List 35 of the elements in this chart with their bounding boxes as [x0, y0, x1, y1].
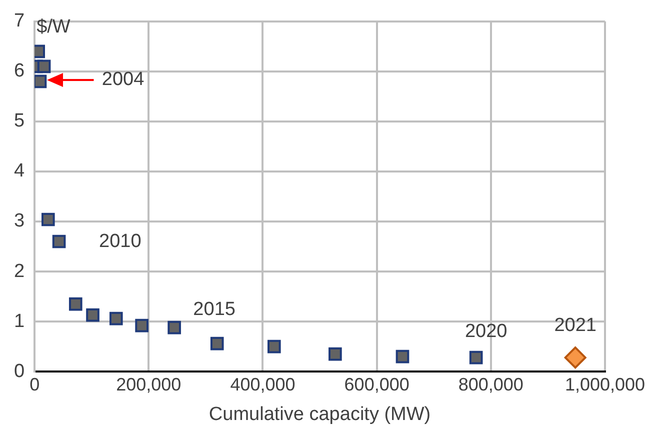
- x-tick-label: 800,000: [458, 374, 524, 394]
- point: [52, 234, 66, 248]
- x-axis-title: Cumulative capacity (MW): [208, 404, 431, 425]
- annotation: 2021: [554, 314, 596, 336]
- y-tick-label: 4: [14, 160, 25, 182]
- y-tick-label: 6: [14, 60, 25, 82]
- point: [564, 346, 586, 369]
- point: [210, 336, 224, 350]
- point: [328, 347, 342, 361]
- x-tick-label: 0: [30, 374, 40, 394]
- point: [135, 318, 148, 332]
- y-tick-label: 3: [14, 210, 25, 232]
- point: [37, 60, 51, 74]
- y-axis-title: $/W: [36, 16, 70, 38]
- x-tick-label: 400,000: [230, 374, 296, 394]
- point: [34, 74, 47, 88]
- point: [396, 350, 410, 364]
- point: [68, 297, 82, 311]
- annotation: 2020: [464, 320, 508, 342]
- point: [267, 340, 281, 354]
- annotation: 2004: [102, 69, 145, 90]
- y-tick-label: 1: [14, 310, 25, 332]
- y-tick-label: 2: [14, 260, 25, 282]
- point: [469, 350, 483, 364]
- x-tick-label: 1,000,000: [564, 374, 646, 394]
- x-tick-label: 200,000: [116, 374, 182, 394]
- annotation: 2015: [193, 298, 236, 320]
- point: [41, 212, 55, 226]
- annotation: 2010: [99, 230, 142, 252]
- y-tick-label: 5: [14, 110, 25, 132]
- point: [109, 312, 123, 326]
- point: [86, 308, 100, 322]
- y-tick-label: 7: [14, 10, 25, 32]
- point: [168, 320, 181, 334]
- x-tick-label: 600,000: [344, 374, 410, 394]
